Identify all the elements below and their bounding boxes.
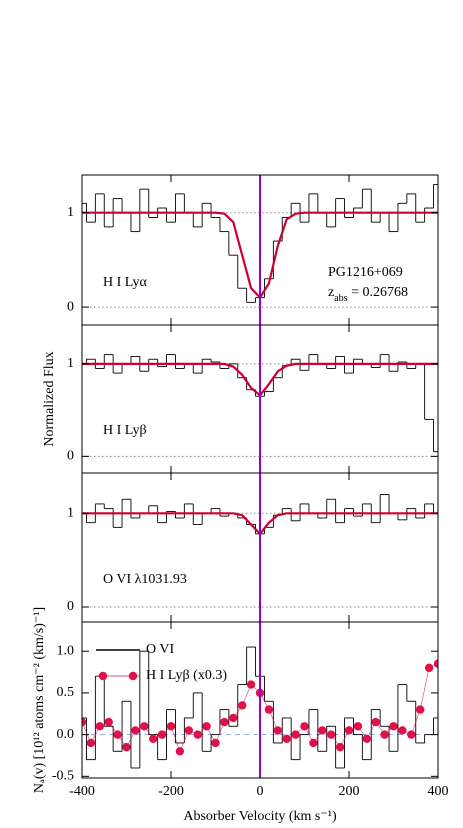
data-point bbox=[122, 742, 131, 752]
data-point bbox=[82, 717, 87, 727]
data-point bbox=[433, 659, 438, 668]
panel-label: H I Lyα bbox=[103, 275, 148, 290]
data-point bbox=[140, 722, 149, 731]
data-point bbox=[300, 722, 309, 731]
data-point bbox=[131, 726, 140, 735]
redshift-label: zabs = 0.26768 bbox=[328, 285, 408, 304]
legend-label: O VI bbox=[146, 642, 174, 657]
x-axis-label: Absorber Velocity (km s⁻¹) bbox=[183, 809, 337, 824]
data-point bbox=[202, 722, 211, 731]
y-tick-label: 1 bbox=[67, 205, 74, 220]
data-point bbox=[353, 722, 363, 731]
target-label: PG1216+069 bbox=[328, 265, 403, 280]
legend-marker bbox=[98, 671, 108, 681]
data-point bbox=[157, 730, 167, 739]
data-point bbox=[149, 734, 158, 743]
data-point bbox=[362, 734, 371, 743]
data-point bbox=[389, 722, 398, 731]
x-tick-label: 400 bbox=[428, 784, 449, 799]
data-point bbox=[95, 722, 105, 731]
panel-label: H I Lyβ bbox=[103, 423, 147, 438]
y-tick-label: 0 bbox=[67, 299, 74, 314]
panel-frame bbox=[81, 621, 439, 779]
x-tick-label: 0 bbox=[257, 784, 264, 799]
z-value: = 0.26768 bbox=[348, 285, 408, 300]
data-point bbox=[193, 730, 202, 739]
y-tick-label: 0.0 bbox=[57, 727, 75, 742]
data-point bbox=[220, 717, 229, 727]
y-tick-label: 1 bbox=[67, 356, 74, 371]
data-point bbox=[416, 705, 425, 714]
z-subscript: abs bbox=[334, 293, 347, 304]
data-point bbox=[184, 726, 193, 735]
data-point bbox=[371, 717, 380, 727]
z-symbol: z bbox=[328, 285, 334, 300]
y-tick-label: 1 bbox=[67, 506, 74, 521]
data-point bbox=[344, 726, 354, 735]
data-point bbox=[104, 717, 113, 727]
y-axis-label: Nₐ(v) [10¹² atoms cm⁻² (km/s)⁻¹] bbox=[32, 607, 47, 793]
data-point bbox=[335, 742, 345, 752]
data-point bbox=[282, 734, 291, 743]
data-point bbox=[327, 730, 336, 739]
data-point bbox=[175, 747, 185, 756]
data-point bbox=[309, 738, 318, 748]
data-point bbox=[211, 738, 220, 748]
x-tick-label: -400 bbox=[69, 784, 95, 799]
panel bbox=[82, 494, 438, 608]
data-point bbox=[113, 730, 122, 739]
panel-label: O VI λ1031.93 bbox=[103, 572, 187, 587]
panel bbox=[82, 354, 438, 457]
data-point bbox=[318, 726, 327, 735]
x-tick-label: 200 bbox=[339, 784, 360, 799]
x-tick-label: -200 bbox=[158, 784, 184, 799]
data-point bbox=[380, 730, 389, 739]
data-point bbox=[273, 726, 282, 735]
y-tick-label: -0.5 bbox=[52, 769, 74, 784]
data-point bbox=[238, 701, 247, 710]
data-point bbox=[291, 730, 300, 739]
data-point bbox=[86, 738, 96, 748]
legend-marker bbox=[128, 671, 138, 681]
data-point bbox=[246, 680, 256, 689]
data-point bbox=[407, 730, 416, 739]
y-tick-label: 0 bbox=[67, 599, 74, 614]
data-point bbox=[264, 705, 274, 714]
data-point bbox=[229, 713, 238, 723]
data-point bbox=[424, 663, 434, 673]
legend-label: H I Lyβ (x0.3) bbox=[146, 668, 227, 683]
y-tick-label: 0.5 bbox=[57, 685, 75, 700]
data-point bbox=[398, 726, 407, 735]
y-tick-label: 1.0 bbox=[57, 643, 75, 658]
y-axis-label: Normalized Flux bbox=[42, 351, 57, 446]
y-tick-label: 0 bbox=[67, 449, 74, 464]
data-point bbox=[166, 722, 176, 731]
